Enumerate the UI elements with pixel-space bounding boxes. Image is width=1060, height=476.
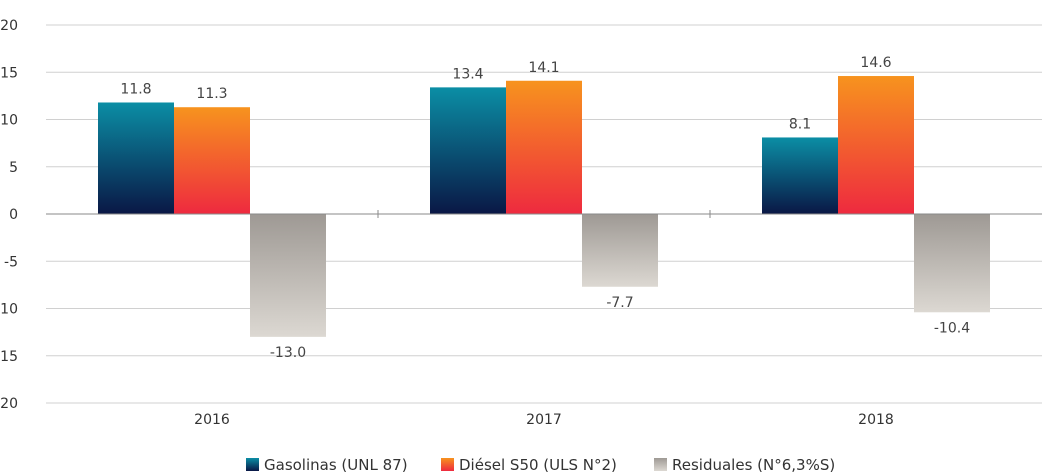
x-tick-label: 2017 (526, 412, 562, 428)
data-label: -7.7 (606, 295, 633, 311)
data-label: 14.1 (528, 60, 559, 76)
data-label: 11.3 (196, 86, 227, 102)
y-tick-label: -5 (4, 254, 18, 270)
legend-swatch (654, 458, 667, 471)
zero-axis (46, 210, 1042, 218)
data-label: -13.0 (270, 345, 306, 361)
bar-2017-series-0 (430, 87, 506, 214)
data-label: 14.6 (860, 55, 891, 71)
bar-2017-series-1 (506, 80, 582, 214)
y-tick-label: 0 (9, 207, 18, 223)
y-axis-tick-labels: 20 15 10 5 0 -5 -10 -15 -20 (0, 18, 18, 412)
legend-swatch (246, 458, 259, 471)
legend-label: Gasolinas (UNL 87) (264, 456, 408, 474)
bar-2018-series-0 (762, 137, 838, 214)
bar-2018-series-1 (838, 76, 914, 214)
bar-2016-series-1 (174, 107, 250, 214)
y-tick-label: -20 (0, 396, 18, 412)
bar-2017-series-2 (582, 214, 658, 287)
legend-label: Residuales (N°6,3%S) (672, 456, 835, 474)
bar-2016-series-0 (98, 102, 174, 214)
legend-label: Diésel S50 (ULS N°2) (459, 456, 617, 474)
x-tick-label: 2018 (858, 412, 894, 428)
y-tick-label: -10 (0, 302, 18, 318)
y-tick-label: 5 (9, 160, 18, 176)
bars (98, 76, 990, 337)
data-labels: 11.8 11.3 -13.0 13.4 14.1 -7.7 8.1 14.6 -10.4 (120, 55, 970, 361)
bar-2016-series-2 (250, 214, 326, 337)
data-label: 11.8 (120, 81, 151, 97)
data-label: 8.1 (789, 116, 811, 132)
y-tick-label: 15 (0, 65, 18, 81)
legend: Gasolinas (UNL 87) Diésel S50 (ULS N°2) Re… (246, 456, 835, 474)
x-axis-tick-labels: 2016 2017 2018 (194, 412, 894, 428)
data-label: 13.4 (452, 66, 483, 82)
y-tick-label: -15 (0, 349, 18, 365)
x-tick-label: 2016 (194, 412, 230, 428)
legend-swatch (441, 458, 454, 471)
y-tick-label: 10 (0, 113, 18, 129)
y-tick-label: 20 (0, 18, 18, 34)
data-label: -10.4 (934, 320, 970, 336)
bar-2018-series-2 (914, 214, 990, 313)
